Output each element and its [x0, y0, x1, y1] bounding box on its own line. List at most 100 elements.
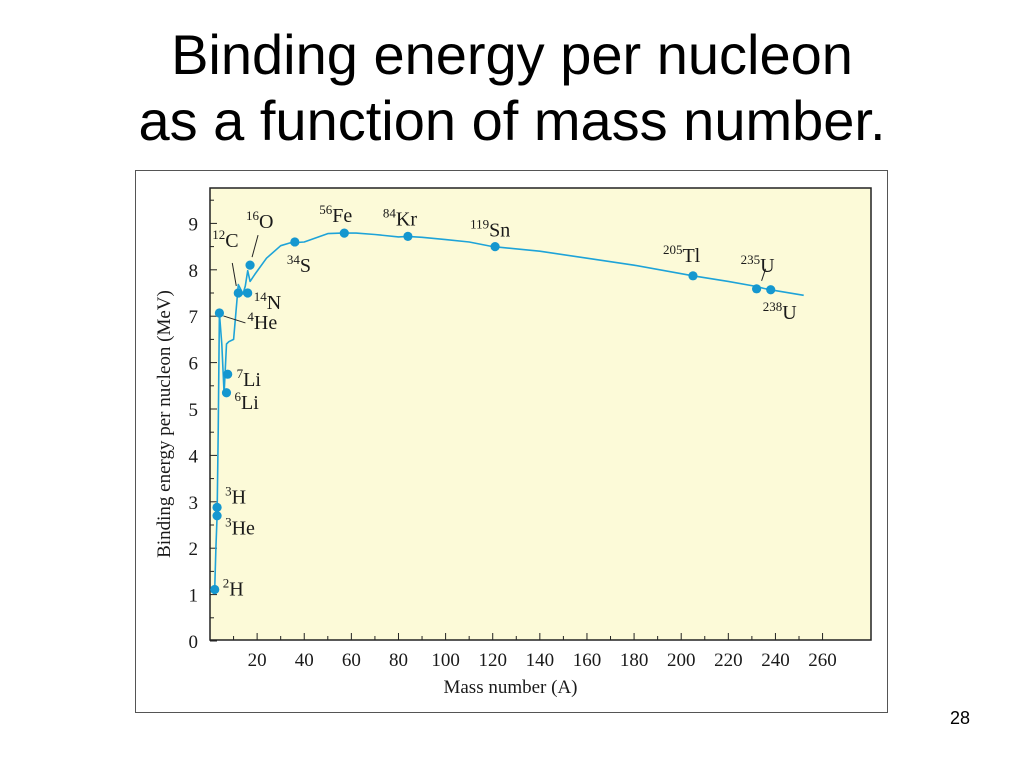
nuclide-mass-number: 56 — [319, 202, 333, 217]
nuclide-symbol: Kr — [396, 208, 417, 230]
nuclide-symbol: H — [229, 578, 243, 600]
y-tick-label: 2 — [189, 539, 199, 560]
slide-title-line-2: as a function of mass number. — [138, 89, 886, 152]
x-tick-label: 220 — [714, 650, 743, 671]
x-tick-label: 240 — [761, 650, 790, 671]
y-tick-label: 1 — [189, 586, 199, 607]
x-tick-label: 200 — [667, 650, 696, 671]
nuclide-label-56fe: 56Fe — [319, 202, 352, 227]
nuclide-symbol: Sn — [489, 220, 510, 242]
nuclide-label-3he: 3He — [225, 515, 255, 540]
nuclide-mass-number: 12 — [212, 227, 225, 242]
plot-background — [209, 187, 872, 641]
nuclide-label-238u: 238U — [763, 299, 798, 324]
x-axis-label: Mass number (A) — [443, 677, 577, 698]
nuclide-label-4he: 4He — [247, 309, 277, 334]
y-tick-label: 9 — [189, 214, 199, 235]
nuclide-mass-number: 6 — [234, 389, 241, 404]
x-tick-label: 40 — [295, 650, 314, 671]
nuclide-mass-number: 14 — [254, 289, 267, 304]
y-axis-label: Binding energy per nucleon (MeV) — [154, 290, 175, 558]
point-16o — [245, 260, 255, 270]
nuclide-label-6li: 6Li — [234, 389, 259, 414]
y-tick-label: 8 — [189, 261, 199, 282]
x-tick-label: 20 — [248, 650, 267, 671]
nuclide-label-3h: 3H — [225, 483, 246, 508]
nuclide-symbol: C — [225, 230, 238, 252]
leader-235u — [761, 268, 767, 281]
point-56fe — [339, 228, 349, 238]
y-tick-label: 0 — [189, 632, 199, 653]
nuclide-symbol: O — [259, 211, 273, 233]
data-points — [210, 228, 776, 595]
y-tick-label: 7 — [189, 307, 199, 328]
point-84kr — [403, 231, 413, 241]
point-119sn — [490, 242, 500, 252]
nuclide-label-205tl: 205Tl — [663, 242, 701, 267]
point-34s — [290, 237, 300, 247]
nuclide-mass-number: 2 — [223, 575, 230, 590]
point-2h — [210, 584, 220, 595]
nuclide-label-2h: 2H — [223, 575, 244, 600]
figure-frame: 20 40 60 80 100 120 140 160 180 200 220 240 260 0 1 2 3 4… — [135, 170, 888, 713]
x-tick-label: 60 — [342, 650, 361, 671]
nuclide-symbol: He — [232, 518, 255, 540]
nuclide-mass-number: 84 — [383, 205, 397, 220]
nuclide-label-14n: 14N — [254, 289, 281, 314]
slide-title-line-1: Binding energy per nucleon — [171, 23, 853, 86]
nuclide-mass-number: 7 — [237, 366, 244, 381]
nuclide-symbol: Li — [241, 392, 259, 414]
leader-4he — [223, 315, 246, 324]
x-tick-label: 100 — [431, 650, 460, 671]
point-3he — [212, 511, 222, 521]
nuclide-label-34s: 34S — [287, 252, 311, 277]
nuclide-symbol: U — [760, 255, 775, 277]
point-12c — [233, 288, 243, 298]
point-235u — [751, 284, 762, 294]
nuclide-symbol: U — [782, 302, 797, 324]
nuclide-symbol: Li — [243, 369, 261, 391]
point-3h — [212, 502, 222, 512]
nuclide-label-119sn: 119Sn — [470, 217, 510, 242]
point-205tl — [688, 271, 698, 281]
page-number: 28 — [949, 708, 970, 728]
nuclide-label-84kr: 84Kr — [383, 205, 417, 230]
nuclide-mass-number: 235 — [741, 252, 761, 267]
nuclide-mass-number: 119 — [470, 217, 489, 232]
nuclide-symbol: Tl — [682, 245, 700, 267]
y-tick-label: 5 — [189, 400, 199, 421]
nuclide-mass-number: 4 — [247, 309, 254, 324]
nuclide-symbol: Fe — [332, 205, 352, 227]
slide-title: Binding energy per nucleon as a function… — [0, 22, 1024, 154]
y-tick-label: 4 — [189, 446, 199, 467]
x-tick-label: 120 — [478, 650, 507, 671]
nuclide-mass-number: 3 — [225, 515, 232, 530]
nuclide-mass-number: 3 — [225, 483, 232, 498]
x-tick-label: 160 — [573, 650, 602, 671]
point-7li — [223, 369, 233, 379]
nuclide-symbol: N — [267, 292, 281, 314]
x-tick-label: 180 — [620, 650, 649, 671]
point-14n — [243, 288, 253, 298]
x-tick-label: 260 — [808, 650, 837, 671]
point-6li — [221, 388, 232, 398]
nuclide-label-12c: 12C — [212, 227, 238, 252]
nuclide-label-7li: 7Li — [237, 366, 262, 391]
binding-energy-chart: 20 40 60 80 100 120 140 160 180 200 220 240 26001234… — [154, 187, 872, 698]
leader-16o — [251, 235, 259, 258]
point-4he — [214, 308, 225, 318]
nuclide-mass-number: 238 — [763, 299, 783, 314]
nuclide-mass-number: 34 — [287, 252, 301, 267]
x-tick-label: 140 — [526, 650, 555, 671]
axis-ticks: 20 40 60 80 100 120 140 160 180 200 220 240 26001234… — [189, 199, 837, 671]
nuclide-label-16o: 16O — [246, 208, 273, 233]
nuclide-mass-number: 205 — [663, 242, 683, 257]
y-tick-label: 6 — [189, 354, 199, 375]
y-tick-label: 3 — [189, 493, 199, 514]
point-238u — [766, 285, 776, 295]
nuclide-mass-number: 16 — [246, 208, 260, 223]
nuclide-symbol: S — [300, 255, 311, 277]
leader-12c — [231, 262, 237, 287]
nuclide-label-235u: 235U — [741, 252, 776, 277]
